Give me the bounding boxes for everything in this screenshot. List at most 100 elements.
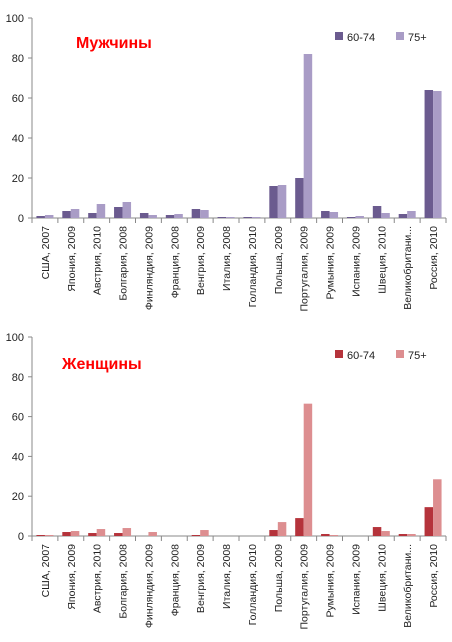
bar-75+-14	[407, 534, 416, 536]
bar-75+-2	[96, 529, 106, 536]
bar-75+-2	[96, 204, 106, 218]
bar-60-74-15	[424, 90, 434, 218]
bar-60-74-14	[398, 534, 408, 536]
bar-75+-0	[44, 215, 54, 218]
bar-60-74-5	[165, 215, 175, 218]
bar-60-74-3	[114, 533, 123, 536]
category-label: Португалия, 2009	[299, 544, 311, 630]
category-label: Голландия, 2010	[247, 226, 259, 308]
bar-75+-15	[433, 91, 442, 218]
y-tick-label: 80	[12, 53, 24, 65]
category-label: Япония, 2009	[66, 544, 78, 610]
bar-60-74-10	[295, 178, 304, 218]
category-label: Италия, 2008	[221, 226, 233, 291]
bar-75+-1	[70, 209, 80, 218]
bar-75+-15	[433, 479, 442, 536]
y-tick-label: 20	[12, 173, 24, 185]
bar-60-74-8	[243, 217, 252, 218]
bar-60-74-3	[114, 207, 123, 218]
category-label: Болгария, 2008	[118, 226, 130, 301]
bar-60-74-7	[217, 217, 227, 218]
bar-75+-6	[200, 530, 209, 536]
category-label: Россия, 2010	[428, 226, 440, 290]
bar-75+-13	[381, 213, 390, 218]
bar-60-74-13	[372, 206, 382, 218]
bar-75+-3	[122, 202, 132, 218]
bar-75+-0	[44, 535, 54, 536]
chart-title: Женщины	[61, 356, 142, 373]
y-tick-label: 20	[12, 491, 24, 503]
bar-60-74-1	[62, 211, 71, 218]
y-tick-label: 0	[18, 531, 24, 543]
category-label: Австрия, 2010	[92, 226, 104, 295]
bar-75+-4	[148, 532, 157, 536]
bar-60-74-0	[36, 535, 45, 536]
bar-60-74-6	[191, 535, 201, 536]
y-tick-label: 40	[12, 133, 24, 145]
chart-men: 0 20 40 60 80 100 США, 2007 Япония, 2009 Австрия…	[6, 13, 447, 312]
bar-75+-8	[251, 217, 261, 218]
y-tick-label: 0	[18, 213, 24, 225]
category-label: Испания, 2009	[350, 544, 362, 615]
bar-75+-11	[329, 535, 339, 536]
y-tick-label: 40	[12, 451, 24, 463]
bar-75+-11	[329, 212, 339, 218]
bar-75+-6	[200, 210, 209, 218]
bar-75+-10	[303, 403, 313, 536]
category-label: Франция, 2008	[169, 544, 181, 616]
category-label: США, 2007	[40, 544, 52, 598]
category-label: Польша, 2009	[273, 226, 285, 294]
legend-label: 75+	[408, 32, 427, 44]
bar-60-74-6	[191, 209, 201, 218]
category-label: Франция, 2008	[169, 226, 181, 298]
y-tick-label: 60	[12, 93, 24, 105]
bar-75+-10	[303, 54, 313, 218]
category-label: Италия, 2008	[221, 544, 233, 609]
bar-75+-1	[70, 531, 80, 536]
y-tick-label: 80	[12, 372, 24, 384]
bar-60-74-12	[346, 217, 356, 218]
bar-75+-3	[122, 528, 132, 536]
bar-60-74-2	[88, 213, 97, 218]
legend-swatch	[335, 32, 343, 40]
bar-75+-9	[277, 185, 287, 218]
category-label: Голландия, 2010	[247, 544, 259, 626]
bar-75+-13	[381, 531, 390, 536]
category-label: Австрия, 2010	[92, 544, 104, 613]
legend-swatch	[396, 32, 404, 40]
legend-label: 75+	[408, 350, 427, 362]
category-label: Швеция, 2010	[376, 544, 388, 612]
category-label: Испания, 2009	[350, 226, 362, 297]
category-label: Россия, 2010	[428, 544, 440, 608]
legend-label: 60-74	[347, 350, 375, 362]
bar-60-74-11	[321, 534, 330, 536]
bar-60-74-9	[269, 530, 278, 536]
bar-75+-12	[355, 216, 364, 218]
category-label: Португалия, 2009	[299, 226, 311, 312]
category-label: Венгрия, 2009	[195, 226, 207, 295]
bar-60-74-14	[398, 214, 408, 218]
legend-swatch	[396, 350, 404, 358]
legend-label: 60-74	[347, 32, 375, 44]
bar-75+-4	[148, 215, 157, 218]
bar-60-74-9	[269, 186, 278, 218]
category-label: Финляндия, 2009	[143, 544, 155, 628]
bar-60-74-4	[139, 213, 149, 218]
bar-60-74-0	[36, 216, 45, 218]
category-label: Румыния, 2009	[325, 544, 337, 618]
category-label: Япония, 2009	[66, 226, 78, 292]
chart-women: 0 20 40 60 80 100 США, 2007 Япония, 2009 Австрия…	[6, 332, 447, 630]
category-label: Великобритани...	[402, 544, 414, 628]
bar-60-74-1	[62, 532, 71, 536]
category-label: США, 2007	[40, 226, 52, 280]
bar-75+-5	[174, 214, 183, 218]
category-label: Румыния, 2009	[325, 226, 337, 300]
bar-75+-7	[226, 217, 235, 218]
y-tick-label: 100	[6, 332, 24, 344]
category-label: Польша, 2009	[273, 544, 285, 612]
bar-60-74-10	[295, 518, 304, 536]
bar-60-74-11	[321, 211, 330, 218]
category-label: Венгрия, 2009	[195, 544, 207, 613]
category-label: Швеция, 2010	[376, 226, 388, 294]
